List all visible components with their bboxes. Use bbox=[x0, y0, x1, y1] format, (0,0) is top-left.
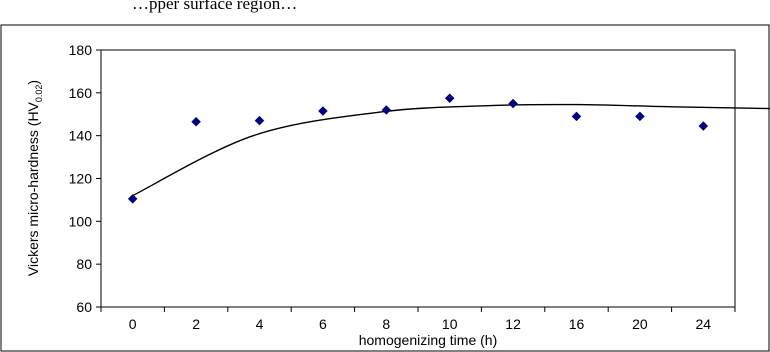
y-axis-title: Vickers micro-hardness (HV0.02) bbox=[25, 80, 44, 276]
x-tick-label: 10 bbox=[442, 316, 458, 332]
data-point bbox=[127, 193, 138, 204]
data-point bbox=[571, 111, 582, 122]
y-tick-label: 120 bbox=[69, 171, 93, 187]
trendline bbox=[132, 103, 770, 197]
y-axis-title-close: ) bbox=[25, 80, 41, 85]
data-point bbox=[381, 105, 392, 115]
y-tick-label: 140 bbox=[69, 128, 93, 144]
x-tick-label: 4 bbox=[256, 316, 264, 332]
y-tick-label: 180 bbox=[69, 42, 93, 58]
x-tick-label: 12 bbox=[505, 316, 521, 332]
x-tick-label: 20 bbox=[632, 316, 648, 332]
y-tick-label: 160 bbox=[69, 85, 93, 101]
header-text: …pper surface region… bbox=[132, 0, 298, 13]
y-axis-title-subscript: 0.02 bbox=[34, 85, 44, 103]
x-axis-title: homogenizing time (h) bbox=[359, 332, 498, 348]
data-point bbox=[508, 98, 518, 109]
x-tick-label: 6 bbox=[319, 316, 327, 332]
chart-area-border bbox=[0, 24, 770, 352]
x-tick-label: 8 bbox=[382, 316, 390, 332]
y-tick-label: 80 bbox=[76, 256, 92, 272]
x-tick-label: 2 bbox=[192, 316, 200, 332]
y-tick-label: 60 bbox=[76, 299, 92, 315]
data-point bbox=[191, 116, 201, 127]
y-axis: 60 80 100 120 140 160 180 bbox=[69, 42, 101, 315]
data-point bbox=[635, 111, 645, 122]
x-axis: 0 2 4 6 8 10 12 16 20 24 bbox=[100, 307, 736, 332]
y-tick-label: 100 bbox=[69, 213, 93, 229]
x-tick-label: 24 bbox=[696, 316, 712, 332]
data-point bbox=[318, 106, 328, 116]
data-point bbox=[444, 93, 455, 104]
data-points bbox=[127, 93, 709, 204]
data-point bbox=[254, 115, 265, 126]
x-tick-label: 16 bbox=[569, 316, 585, 332]
plot-area-border bbox=[100, 49, 736, 308]
data-point bbox=[698, 121, 709, 131]
x-tick-label: 0 bbox=[129, 316, 137, 332]
y-axis-title-main: Vickers micro-hardness (HV bbox=[25, 101, 41, 276]
